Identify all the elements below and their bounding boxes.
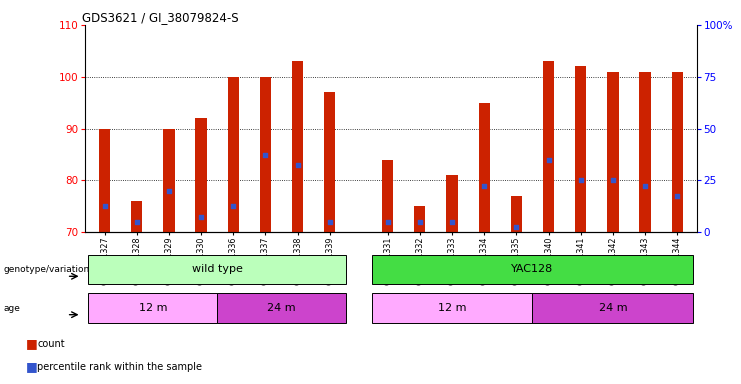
Point	[324, 219, 336, 225]
Text: 12 m: 12 m	[438, 303, 466, 313]
Bar	[196, 118, 207, 232]
Point	[607, 177, 619, 184]
Text: 24 m: 24 m	[268, 303, 296, 313]
Point	[292, 162, 304, 168]
Text: GDS3621 / GI_38079824-S: GDS3621 / GI_38079824-S	[82, 11, 239, 24]
Text: percentile rank within the sample: percentile rank within the sample	[37, 362, 202, 372]
Point	[259, 151, 271, 157]
Point	[195, 214, 207, 220]
Text: count: count	[37, 339, 64, 349]
Bar	[575, 66, 586, 232]
Point	[511, 224, 522, 230]
Bar	[671, 71, 683, 232]
Bar	[479, 103, 490, 232]
Bar	[511, 196, 522, 232]
Point	[163, 188, 175, 194]
Point	[99, 203, 110, 209]
Point	[639, 182, 651, 189]
Bar	[217, 293, 346, 323]
Bar	[382, 160, 393, 232]
Bar	[639, 71, 651, 232]
Bar	[608, 71, 619, 232]
Point	[227, 203, 239, 209]
Text: 12 m: 12 m	[139, 303, 167, 313]
Bar	[99, 129, 110, 232]
Bar	[533, 293, 694, 323]
Text: genotype/variation: genotype/variation	[4, 265, 90, 274]
Bar	[543, 61, 554, 232]
Text: 24 m: 24 m	[599, 303, 627, 313]
Text: age: age	[4, 304, 21, 313]
Bar	[292, 61, 303, 232]
Point	[542, 157, 554, 163]
Text: ■: ■	[26, 360, 38, 373]
Bar	[446, 175, 458, 232]
Bar	[414, 206, 425, 232]
Text: wild type: wild type	[192, 264, 242, 274]
Point	[671, 193, 683, 199]
Point	[382, 219, 393, 225]
Point	[446, 219, 458, 225]
Text: YAC128: YAC128	[511, 264, 554, 274]
Bar	[131, 201, 142, 232]
Bar	[163, 129, 174, 232]
Bar	[88, 255, 346, 285]
Text: ■: ■	[26, 337, 38, 350]
Bar	[260, 77, 271, 232]
Bar	[88, 293, 217, 323]
Bar	[371, 293, 533, 323]
Point	[478, 182, 490, 189]
Point	[130, 219, 142, 225]
Point	[414, 219, 426, 225]
Bar	[371, 255, 694, 285]
Point	[575, 177, 587, 184]
Bar	[227, 77, 239, 232]
Bar	[324, 92, 336, 232]
